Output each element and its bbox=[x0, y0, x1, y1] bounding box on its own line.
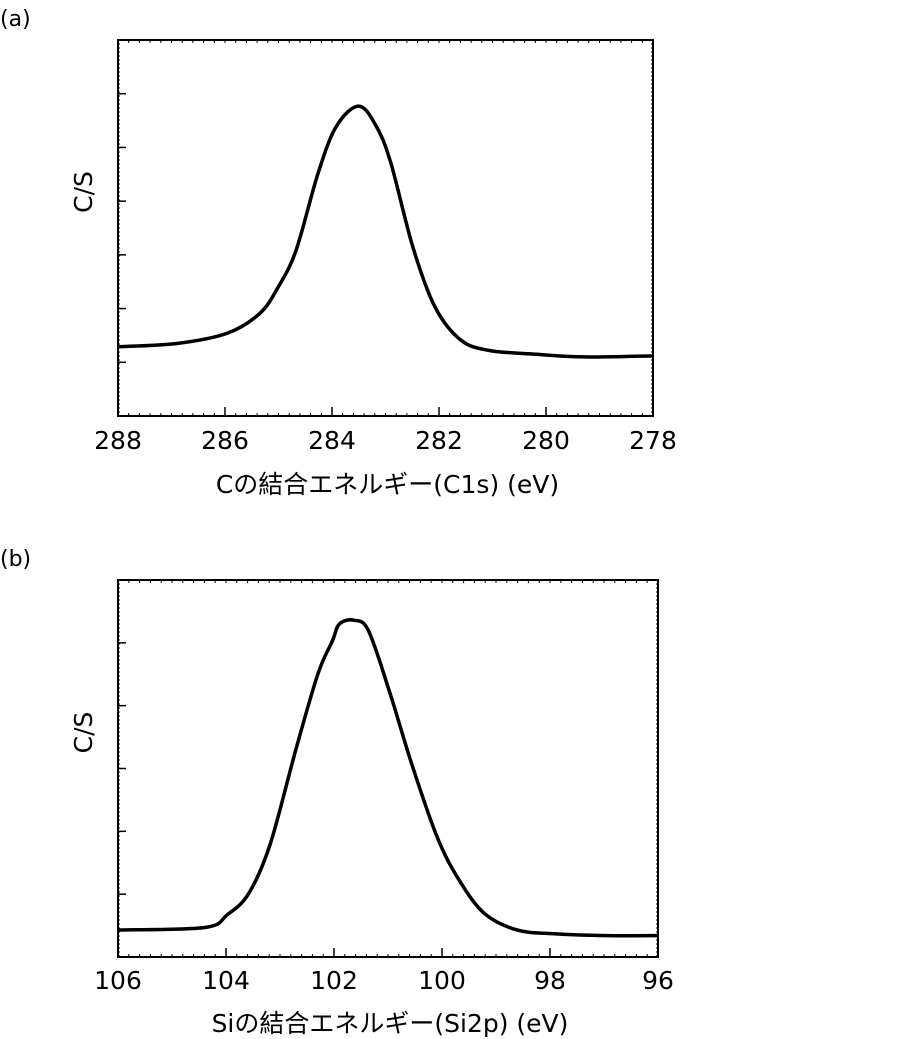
x-tick-label: 286 bbox=[201, 426, 249, 455]
x-tick-label: 102 bbox=[310, 966, 358, 995]
panel-label: (b) bbox=[0, 547, 31, 572]
x-tick-label: 288 bbox=[94, 426, 142, 455]
chart-panel-b: (b) 106 104 102 100 98 96 Siの結合エネルギー(Si2p) (eV)… bbox=[0, 547, 674, 1038]
series-line-c1s bbox=[117, 104, 654, 359]
plot-frame bbox=[117, 579, 659, 958]
x-tick-label: 278 bbox=[629, 426, 677, 455]
y-axis-title: C/S bbox=[69, 171, 98, 213]
x-tick-label: 284 bbox=[308, 426, 356, 455]
chart-panel-a: (a) 288 286 284 282 280 278 Cの結合エネルギー(C1s) (eV)… bbox=[0, 7, 677, 499]
y-axis-title: C/S bbox=[69, 712, 98, 754]
panel-label: (a) bbox=[0, 7, 31, 32]
x-tick-label: 98 bbox=[534, 966, 566, 995]
series-line-si2p bbox=[117, 618, 659, 938]
plot-frame bbox=[117, 39, 654, 417]
x-tick-label: 100 bbox=[418, 966, 466, 995]
x-tick-label: 104 bbox=[202, 966, 250, 995]
x-tick-label: 96 bbox=[642, 966, 674, 995]
x-tick-label: 282 bbox=[415, 426, 463, 455]
x-tick-label: 280 bbox=[522, 426, 570, 455]
x-tick-label: 106 bbox=[94, 966, 142, 995]
x-axis-title: Cの結合エネルギー(C1s) (eV) bbox=[216, 470, 559, 499]
x-axis-title: Siの結合エネルギー(Si2p) (eV) bbox=[212, 1009, 569, 1038]
